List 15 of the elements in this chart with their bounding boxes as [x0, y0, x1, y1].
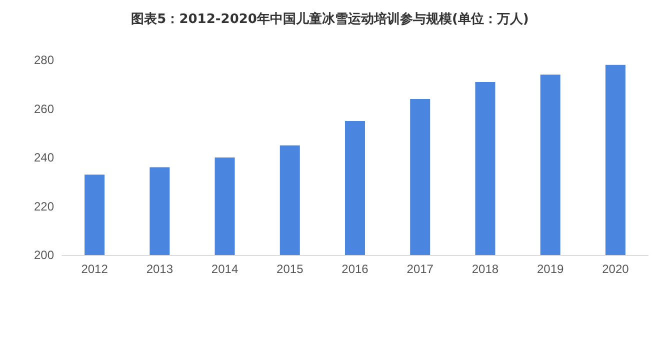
x-tick-label: 2018: [472, 262, 499, 276]
x-tick-label: 2013: [146, 262, 174, 276]
x-tick-label: 2014: [211, 262, 238, 276]
y-tick-label: 260: [34, 102, 54, 116]
x-tick-label: 2017: [406, 262, 434, 276]
x-tick-label: 2020: [602, 262, 630, 276]
y-tick-label: 220: [34, 199, 54, 214]
x-tick-label: 2015: [276, 262, 304, 276]
y-tick-label: 240: [34, 150, 54, 164]
x-tick-label: 2016: [342, 262, 369, 276]
x-tick-label: 2012: [81, 262, 108, 276]
chart-title: 图表5：2012-2020年中国儿童冰雪运动培训参与规模(单位：万人): [131, 11, 529, 27]
y-tick-label: 200: [34, 248, 54, 262]
y-tick-label: 280: [34, 53, 54, 67]
x-tick-label: 2019: [536, 262, 564, 276]
